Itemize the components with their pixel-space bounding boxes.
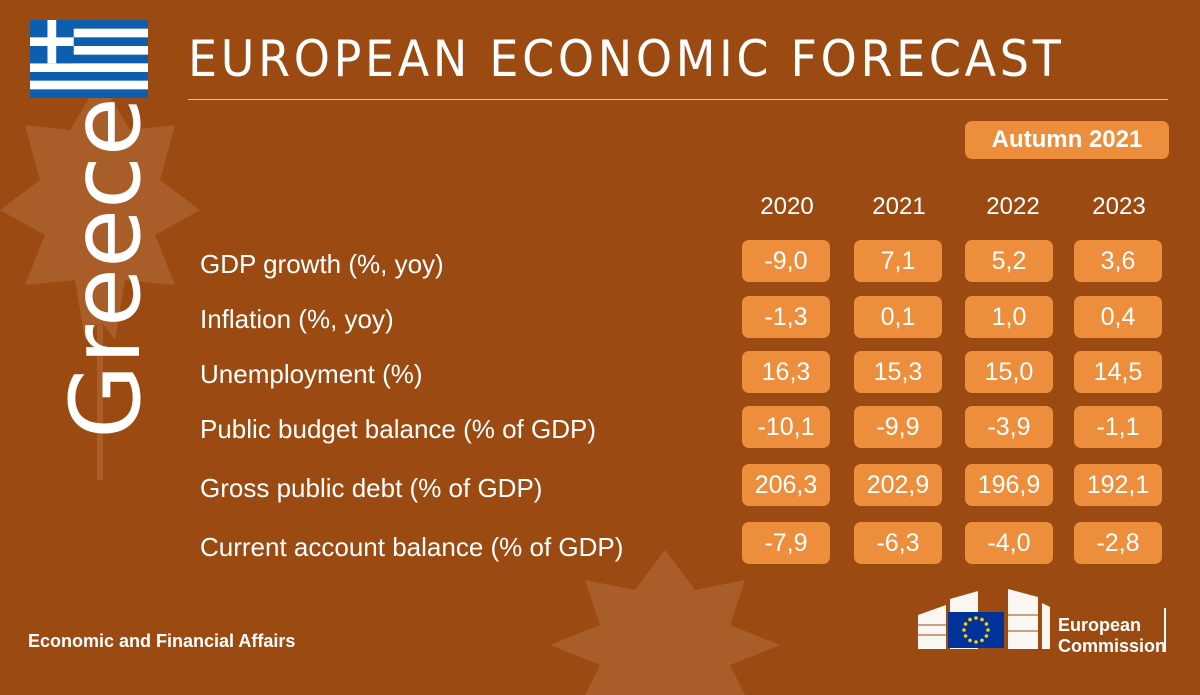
row-label: Inflation (%, yoy) [200, 304, 394, 334]
logo-divider [1164, 608, 1166, 652]
value-cell: -10,1 [742, 406, 830, 448]
value-cell: 3,6 [1074, 240, 1162, 282]
value-cell: 7,1 [854, 240, 942, 282]
row-label: Gross public debt (% of GDP) [200, 473, 543, 503]
commission-wordmark: European Commission [1058, 615, 1166, 657]
value-cell: -9,9 [854, 406, 942, 448]
value-cell: 196,9 [965, 464, 1053, 506]
value-cell: -3,9 [965, 406, 1053, 448]
value-cell: 0,4 [1074, 296, 1162, 338]
year-header: 2023 [1092, 193, 1146, 220]
value-cell: 16,3 [742, 351, 830, 393]
value-cell: 15,3 [854, 351, 942, 393]
page-title: EUROPEAN ECONOMIC FORECAST [188, 30, 1065, 88]
european-commission-logo-icon [918, 589, 1050, 649]
value-cell: -2,8 [1074, 522, 1162, 564]
year-header: 2021 [872, 193, 926, 220]
row-label: Current account balance (% of GDP) [200, 532, 624, 562]
greece-flag-icon [30, 20, 148, 98]
leaf-decoration-bottom [550, 550, 780, 695]
row-label: Public budget balance (% of GDP) [200, 414, 596, 444]
value-cell: -4,0 [965, 522, 1053, 564]
edition-badge: Autumn 2021 [965, 121, 1169, 159]
value-cell: -7,9 [742, 522, 830, 564]
value-cell: -1,3 [742, 296, 830, 338]
department-name: Economic and Financial Affairs [28, 631, 296, 651]
value-cell: 1,0 [965, 296, 1053, 338]
value-cell: 206,3 [742, 464, 830, 506]
value-cell: -6,3 [854, 522, 942, 564]
value-cell: -1,1 [1074, 406, 1162, 448]
value-cell: 202,9 [854, 464, 942, 506]
year-header: 2020 [760, 193, 814, 220]
wordmark-line-2: Commission [1058, 636, 1167, 656]
title-divider [188, 99, 1168, 100]
year-header: 2022 [986, 193, 1040, 220]
value-cell: 192,1 [1074, 464, 1162, 506]
value-cell: 5,2 [965, 240, 1053, 282]
wordmark-line-1: European [1058, 615, 1142, 635]
row-label: Unemployment (%) [200, 359, 423, 389]
value-cell: -9,0 [742, 240, 830, 282]
value-cell: 0,1 [854, 296, 942, 338]
value-cell: 14,5 [1074, 351, 1162, 393]
row-label: GDP growth (%, yoy) [200, 249, 444, 279]
leaf-decoration-left [0, 80, 200, 480]
country-name: Greece [50, 97, 162, 439]
value-cell: 15,0 [965, 351, 1053, 393]
